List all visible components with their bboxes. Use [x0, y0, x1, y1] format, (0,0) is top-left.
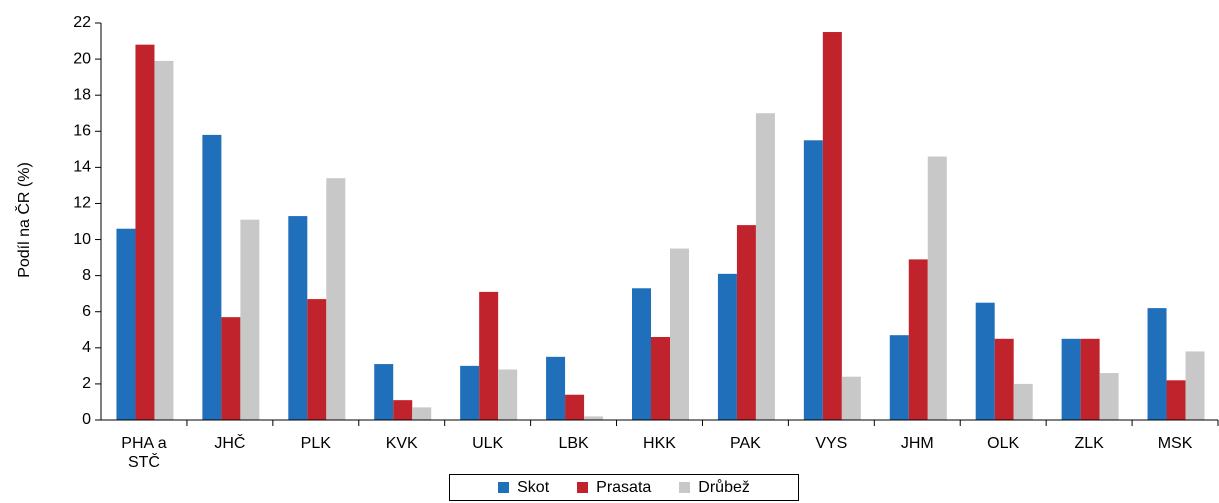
legend-item: Drůbež [679, 479, 750, 497]
bar [584, 416, 604, 420]
bar [1185, 351, 1205, 420]
x-tick-label: ULK [472, 435, 504, 452]
bar [632, 288, 651, 420]
x-tick-label: HKK [643, 435, 676, 452]
bar [736, 225, 756, 420]
x-tick-label: ZLK [1074, 435, 1104, 452]
y-tick-label: 6 [82, 303, 91, 320]
bar [412, 407, 432, 420]
bar [975, 302, 995, 420]
bar [803, 140, 823, 420]
bar [116, 228, 136, 420]
bar [651, 336, 670, 420]
x-tick-label: PAK [730, 435, 761, 452]
bar [307, 299, 327, 420]
bar [841, 376, 861, 420]
bar [374, 364, 394, 420]
y-tick-label: 12 [73, 195, 91, 212]
bar [135, 44, 155, 421]
y-tick-label: 0 [82, 411, 91, 428]
bar [1099, 373, 1119, 420]
legend-swatch [679, 482, 691, 493]
x-tick-label: LBK [558, 435, 589, 452]
x-tick-label: PLK [300, 435, 331, 452]
x-tick-label: PHA a STČ [121, 435, 167, 471]
legend-label: Prasata [596, 478, 652, 496]
legend-swatch [577, 482, 589, 493]
bar [1013, 383, 1033, 420]
bar [927, 156, 947, 420]
bar [994, 338, 1014, 420]
bar [202, 134, 222, 420]
bar [221, 317, 241, 420]
bar [1061, 338, 1081, 420]
legend-item: Skot [498, 479, 549, 497]
bar [717, 273, 737, 420]
bar [565, 394, 585, 420]
legend: Skot Prasata Drůbež [449, 474, 799, 501]
bar [240, 219, 260, 420]
bar [288, 216, 308, 420]
bar [889, 335, 909, 420]
bar [479, 291, 499, 420]
y-tick-label: 16 [73, 122, 91, 139]
legend-swatch [498, 482, 510, 493]
y-tick-label: 10 [73, 231, 91, 248]
x-tick-label: OLK [987, 435, 1020, 452]
legend-label: Drůbež [698, 478, 750, 496]
bar [546, 356, 566, 420]
legend-item: Prasata [577, 479, 651, 497]
bar [460, 365, 480, 420]
y-tick-label: 14 [73, 159, 91, 176]
x-tick-label: JHM [900, 435, 934, 452]
bar [154, 60, 174, 421]
bar [822, 32, 842, 420]
bar [326, 178, 346, 420]
x-tick-label: MSK [1157, 435, 1193, 452]
bar [1147, 308, 1167, 420]
bar [755, 113, 775, 421]
bar [1080, 338, 1100, 420]
x-tick-label: KVK [385, 435, 418, 452]
bar [1166, 380, 1186, 420]
y-tick-label: 2 [82, 375, 91, 392]
x-tick-label: VYS [815, 435, 848, 452]
legend-label: Skot [517, 478, 550, 496]
y-tick-label: 18 [73, 86, 91, 103]
bar [908, 259, 928, 420]
bar [393, 400, 413, 420]
y-tick-label: 22 [73, 14, 91, 31]
y-axis-label: Podíl na ČR (%) [14, 162, 33, 278]
y-tick-label: 20 [73, 50, 91, 67]
y-tick-label: 4 [82, 339, 91, 356]
bar [498, 369, 518, 420]
y-tick-label: 8 [82, 267, 91, 284]
x-tick-label: JHČ [214, 435, 246, 452]
bar [670, 248, 689, 420]
